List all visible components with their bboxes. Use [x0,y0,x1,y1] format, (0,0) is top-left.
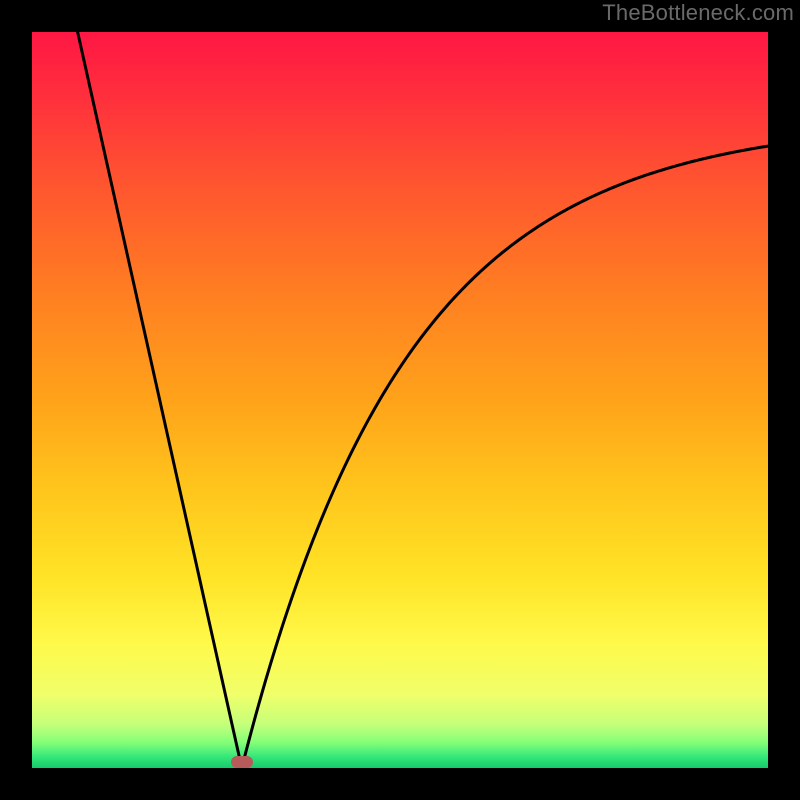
bottleneck-curve [32,32,768,768]
curve-path [78,32,768,768]
attribution-text: TheBottleneck.com [602,0,794,26]
minimum-marker [231,756,253,768]
gradient-background [32,32,768,768]
chart-frame: TheBottleneck.com [0,0,800,800]
plot-area [32,32,768,768]
